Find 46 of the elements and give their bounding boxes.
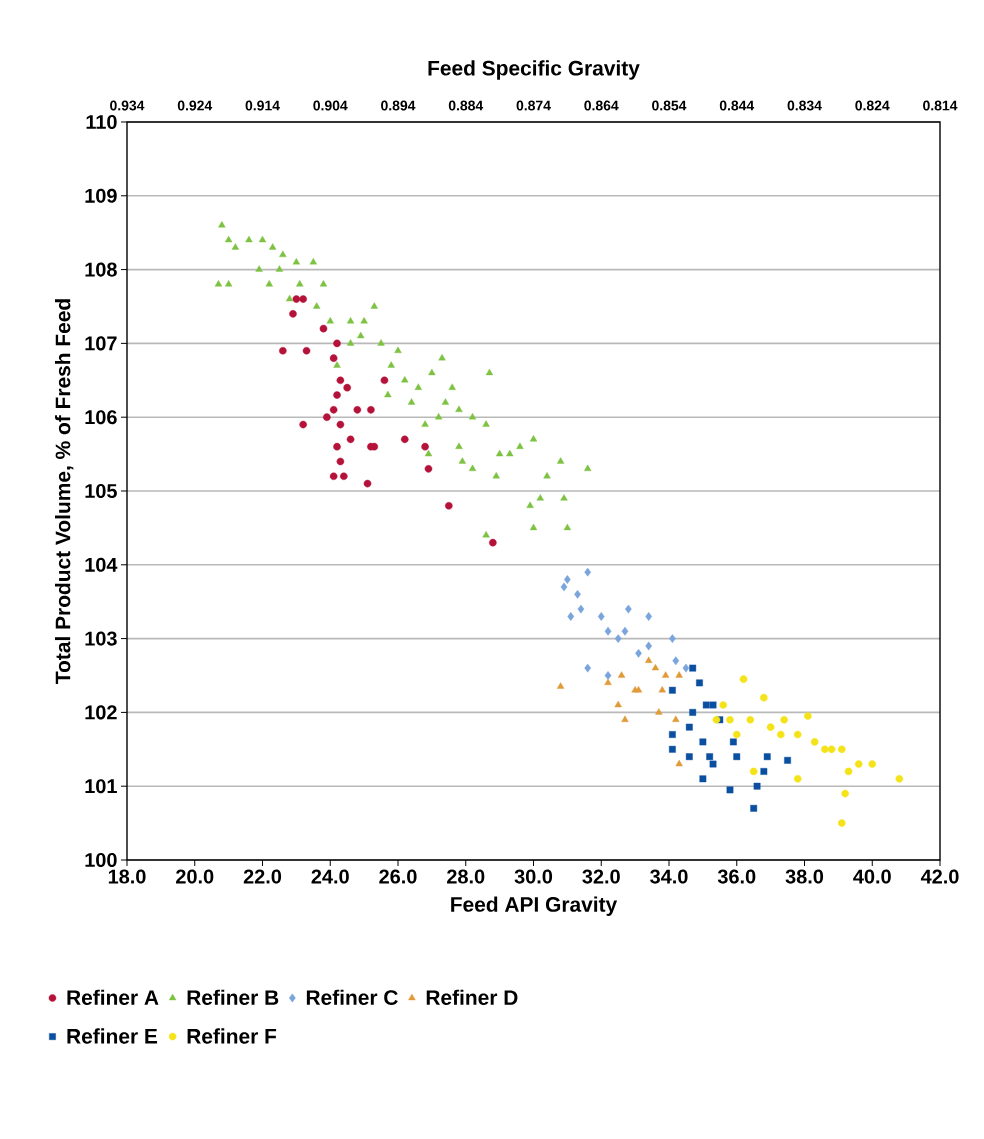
y-tick-label: 105: [85, 483, 117, 499]
y-tick-label: 104: [85, 557, 118, 572]
y-axis-title: Total Product Volume, % of Fresh Feed: [55, 299, 74, 684]
y-tick-label: 108: [85, 262, 117, 277]
x-tick-label: 18.0: [108, 869, 146, 884]
x-tick-label: 30.0: [514, 869, 553, 884]
x2-tick-label: 0.834: [787, 100, 822, 111]
x2-axis-title: Feed Specific Gravity: [428, 60, 640, 80]
legend-label: Refiner F: [187, 1028, 277, 1044]
x2-tick-label: 0.854: [652, 100, 687, 111]
legend-label: Refiner A: [67, 989, 159, 1005]
x-tick-label: 36.0: [717, 869, 756, 884]
x2-tick-label: 0.934: [110, 100, 145, 111]
x2-tick-label: 0.914: [245, 100, 280, 111]
x-tick-label: 32.0: [582, 869, 620, 884]
x2-tick-label: 0.814: [923, 100, 958, 111]
x-tick-label: 22.0: [243, 869, 282, 884]
y-tick-label: 110: [86, 114, 117, 130]
y-tick-label: 101: [85, 779, 117, 794]
x-tick-label: 40.0: [853, 869, 891, 884]
y-tick-label: 106: [85, 410, 117, 425]
x2-tick-label: 0.884: [448, 100, 484, 111]
x2-tick-label: 0.864: [584, 100, 619, 111]
x-tick-label: 38.0: [785, 869, 824, 884]
x2-tick-label: 0.904: [313, 100, 348, 111]
legend-label: Refiner E: [67, 1028, 158, 1044]
x2-tick-label: 0.844: [719, 100, 755, 111]
x2-tick-label: 0.894: [381, 100, 416, 111]
x-tick-label: 24.0: [311, 869, 349, 884]
y-tick-label: 109: [85, 188, 117, 203]
legend-label: Refiner C: [306, 989, 398, 1005]
x-tick-label: 28.0: [447, 869, 485, 884]
x-tick-label: 26.0: [379, 869, 417, 884]
x-axis-title: Feed API Gravity: [451, 896, 618, 916]
y-tick-label: 100: [85, 852, 117, 868]
legend-label: Refiner D: [426, 989, 518, 1005]
y-tick-label: 103: [85, 631, 117, 646]
y-tick-label: 107: [85, 336, 117, 351]
legend-label: Refiner B: [187, 989, 279, 1005]
y-tick-label: 102: [85, 705, 117, 720]
x-tick-label: 34.0: [650, 869, 688, 884]
x2-tick-label: 0.824: [855, 100, 890, 111]
x-tick-label: 42.0: [920, 869, 959, 884]
x-tick-label: 20.0: [176, 869, 214, 884]
x2-tick-label: 0.924: [177, 100, 213, 111]
x2-tick-label: 0.874: [516, 100, 551, 111]
